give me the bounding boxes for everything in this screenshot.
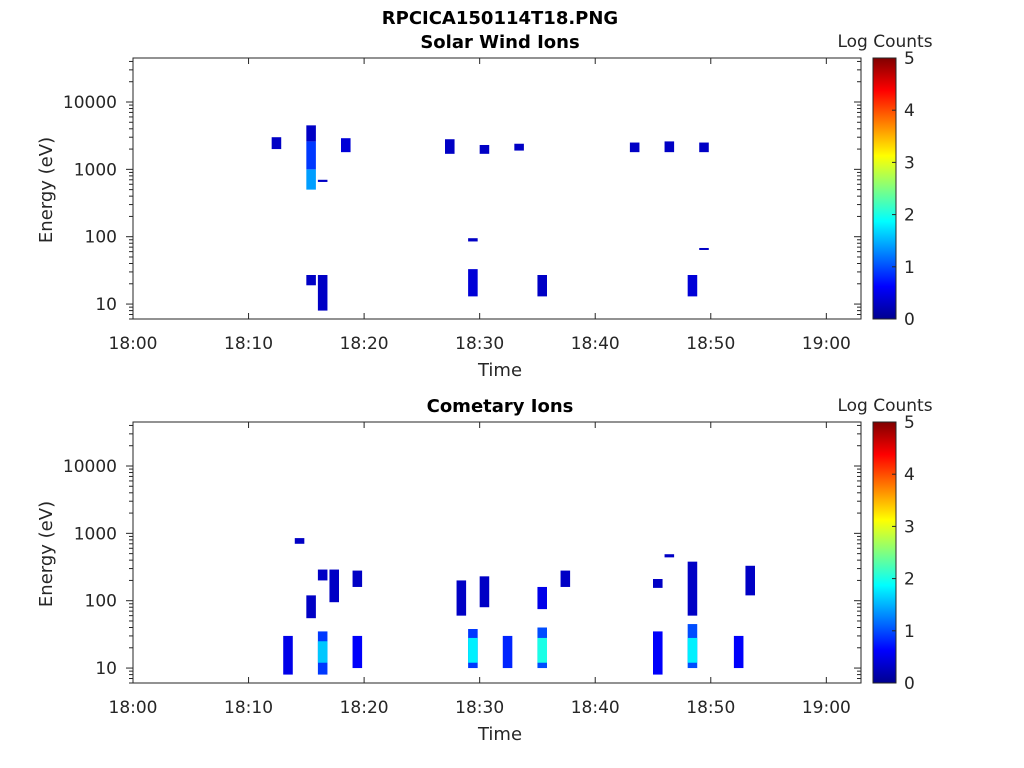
data-cell (456, 580, 467, 616)
data-cell (283, 635, 293, 675)
colorbar (872, 57, 897, 320)
y-tick-label: 1000 (74, 160, 117, 180)
data-cell (560, 570, 571, 587)
x-tick-label: 18:40 (571, 698, 620, 718)
data-cell (502, 635, 513, 669)
data-cell (653, 631, 663, 675)
x-tick-label: 19:00 (802, 334, 851, 354)
y-axis-label: Energy (eV) (36, 501, 57, 607)
colorbar-tick-label: 0 (904, 310, 915, 330)
x-axis-label: Time (477, 360, 522, 381)
data-cell (317, 569, 328, 581)
colorbar-tick-label: 2 (904, 570, 915, 590)
data-cell (306, 125, 316, 142)
colorbar-tick-label: 3 (904, 517, 915, 537)
colorbar-label: Log Counts (837, 32, 932, 52)
x-tick-label: 18:20 (340, 334, 389, 354)
x-tick-label: 19:00 (802, 698, 851, 718)
data-cell (445, 139, 455, 154)
data-cell (306, 169, 316, 190)
y-tick-label: 10000 (63, 93, 117, 113)
colorbar-tick-label: 1 (904, 622, 915, 642)
data-cell (317, 179, 328, 182)
x-tick-label: 18:30 (455, 698, 504, 718)
data-cell (479, 576, 490, 608)
cometary-ions-panel: Cometary Ions Log Counts Energy (eV) Tim… (36, 396, 933, 745)
x-tick-label: 18:00 (109, 334, 158, 354)
data-cell (687, 275, 698, 297)
x-tick-label: 18:10 (224, 698, 273, 718)
data-cell (514, 143, 524, 151)
data-cells (283, 538, 755, 675)
data-cell (664, 141, 675, 153)
panel-title: Cometary Ions (427, 396, 574, 417)
data-cell (271, 137, 282, 150)
y-tick-label: 100 (85, 592, 117, 612)
colorbar-tick-label: 1 (904, 258, 915, 278)
y-tick-label: 10 (95, 295, 117, 315)
data-cell (664, 554, 675, 558)
colorbar-tick-label: 4 (904, 465, 915, 485)
data-cell (699, 247, 709, 250)
data-cell (306, 595, 316, 619)
plot-area (132, 421, 862, 684)
data-cell (468, 637, 478, 663)
y-tick-label: 1000 (74, 524, 117, 544)
colorbar-tick-label: 0 (904, 674, 915, 694)
data-cell (306, 275, 316, 286)
data-cell (306, 141, 316, 170)
x-tick-label: 18:50 (686, 698, 735, 718)
x-tick-label: 18:00 (109, 698, 158, 718)
colorbar-tick-label: 5 (904, 49, 915, 69)
data-cell (537, 275, 547, 297)
panel-title: Solar Wind Ions (420, 32, 579, 53)
data-cells (271, 125, 709, 311)
y-axis-label: Energy (eV) (36, 137, 57, 243)
x-tick-label: 18:50 (686, 334, 735, 354)
data-cell (699, 142, 709, 153)
data-cell (687, 637, 698, 663)
data-cell (653, 579, 663, 588)
data-cell (537, 637, 547, 663)
colorbar (872, 421, 897, 684)
data-cell (687, 561, 698, 616)
x-axis-label: Time (477, 724, 522, 745)
data-cell (733, 635, 744, 669)
colorbar-tick-label: 2 (904, 206, 915, 226)
data-cell (629, 142, 640, 153)
data-cell (341, 138, 351, 153)
data-cell (352, 635, 363, 669)
colorbar-tick-label: 3 (904, 153, 915, 173)
data-cell (352, 570, 363, 587)
data-cell (329, 569, 339, 603)
colorbar-label: Log Counts (837, 396, 932, 416)
data-cell (468, 238, 478, 242)
data-cell (317, 641, 328, 663)
y-tick-label: 10000 (63, 457, 117, 477)
data-cell (745, 565, 755, 596)
y-tick-label: 10 (95, 659, 117, 679)
solar-wind-panel: Solar Wind Ions Log Counts Energy (eV) T… (36, 32, 933, 381)
figure-filename: RPCICA150114T18.PNG (382, 8, 618, 29)
data-cell (317, 275, 328, 311)
y-tick-label: 100 (85, 228, 117, 248)
data-cell (294, 538, 305, 544)
x-tick-label: 18:20 (340, 698, 389, 718)
x-tick-label: 18:10 (224, 334, 273, 354)
data-cell (468, 269, 478, 297)
plot-area (132, 57, 862, 320)
data-cell (479, 144, 490, 154)
data-cell (537, 586, 547, 610)
x-tick-label: 18:40 (571, 334, 620, 354)
x-tick-label: 18:30 (455, 334, 504, 354)
colorbar-tick-label: 4 (904, 101, 915, 121)
colorbar-tick-label: 5 (904, 413, 915, 433)
